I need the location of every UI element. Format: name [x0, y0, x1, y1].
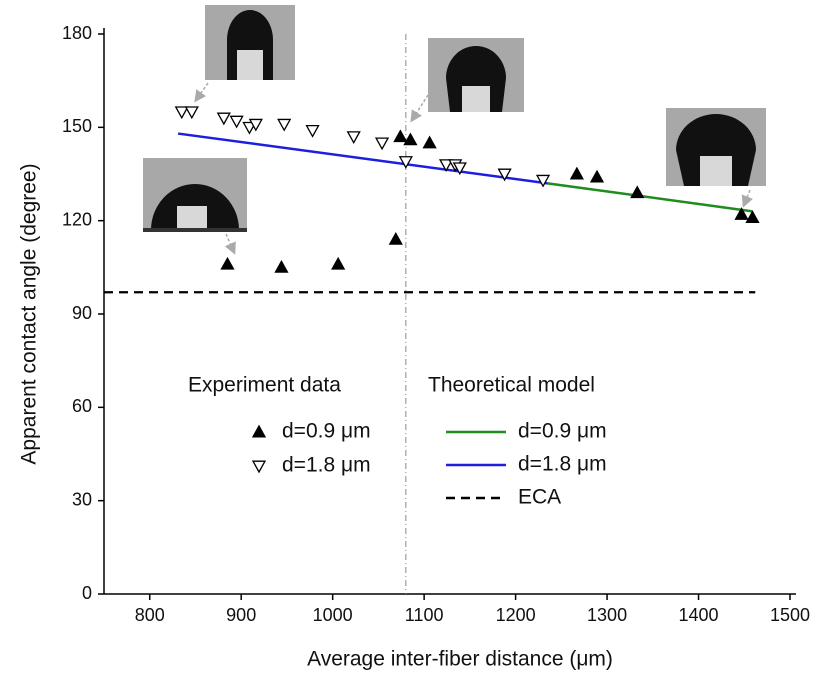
- data-point: [589, 169, 605, 183]
- legend-marker: [251, 424, 267, 438]
- legend-label: d=0.9 μm: [518, 420, 607, 443]
- y-tick-label: 120: [62, 209, 92, 229]
- x-axis-label: Average inter-fiber distance (μm): [307, 648, 613, 671]
- y-tick-label: 60: [72, 396, 92, 416]
- y-tick-label: 30: [72, 489, 92, 509]
- x-tick-label: 800: [135, 605, 165, 625]
- x-tick-label: 1200: [496, 605, 536, 625]
- data-point: [734, 207, 749, 220]
- data-line: [177, 132, 548, 185]
- y-axis-label: Apparent contact angle (degree): [18, 163, 41, 464]
- data-point: [274, 259, 289, 273]
- data-point: [569, 166, 584, 180]
- data-point: [497, 168, 512, 182]
- data-line: [547, 182, 753, 213]
- data-point: [403, 132, 418, 146]
- data-point: [277, 118, 292, 132]
- data-point: [216, 112, 231, 126]
- data-point: [174, 106, 189, 120]
- x-tick-label: 1500: [770, 605, 810, 625]
- legend-title: Theoretical model: [428, 374, 595, 397]
- y-tick-label: 180: [62, 23, 92, 43]
- data-point: [220, 256, 235, 270]
- data-point: [374, 137, 390, 151]
- legend-label: d=1.8 μm: [282, 454, 371, 477]
- data-point: [535, 174, 551, 188]
- data-point: [184, 106, 199, 120]
- legend-label: d=1.8 μm: [518, 453, 607, 476]
- x-tick-label: 900: [226, 605, 256, 625]
- y-tick-label: 150: [62, 116, 92, 136]
- x-tick-label: 1400: [679, 605, 719, 625]
- data-point: [388, 231, 403, 245]
- legend-label: ECA: [518, 486, 561, 509]
- data-point: [248, 118, 263, 132]
- droplet-images: [143, 5, 766, 255]
- data-point: [398, 156, 413, 169]
- data-point: [346, 131, 361, 145]
- legend-label: d=0.9 μm: [282, 420, 371, 443]
- data-point: [452, 162, 467, 176]
- y-tick-label: 0: [82, 583, 92, 603]
- data-point: [393, 129, 408, 143]
- data-point: [422, 135, 437, 149]
- x-tick-label: 1100: [405, 605, 444, 625]
- data-point: [630, 185, 645, 199]
- data-point: [438, 159, 454, 173]
- legend-marker: [251, 460, 267, 474]
- data-point: [305, 124, 320, 138]
- x-tick-label: 1000: [313, 605, 353, 625]
- data-point: [331, 256, 346, 270]
- x-tick-label: 1300: [587, 605, 627, 625]
- y-tick-label: 90: [72, 303, 92, 323]
- legend-title: Experiment data: [188, 374, 341, 397]
- data-point: [745, 210, 760, 224]
- data-point: [229, 115, 244, 129]
